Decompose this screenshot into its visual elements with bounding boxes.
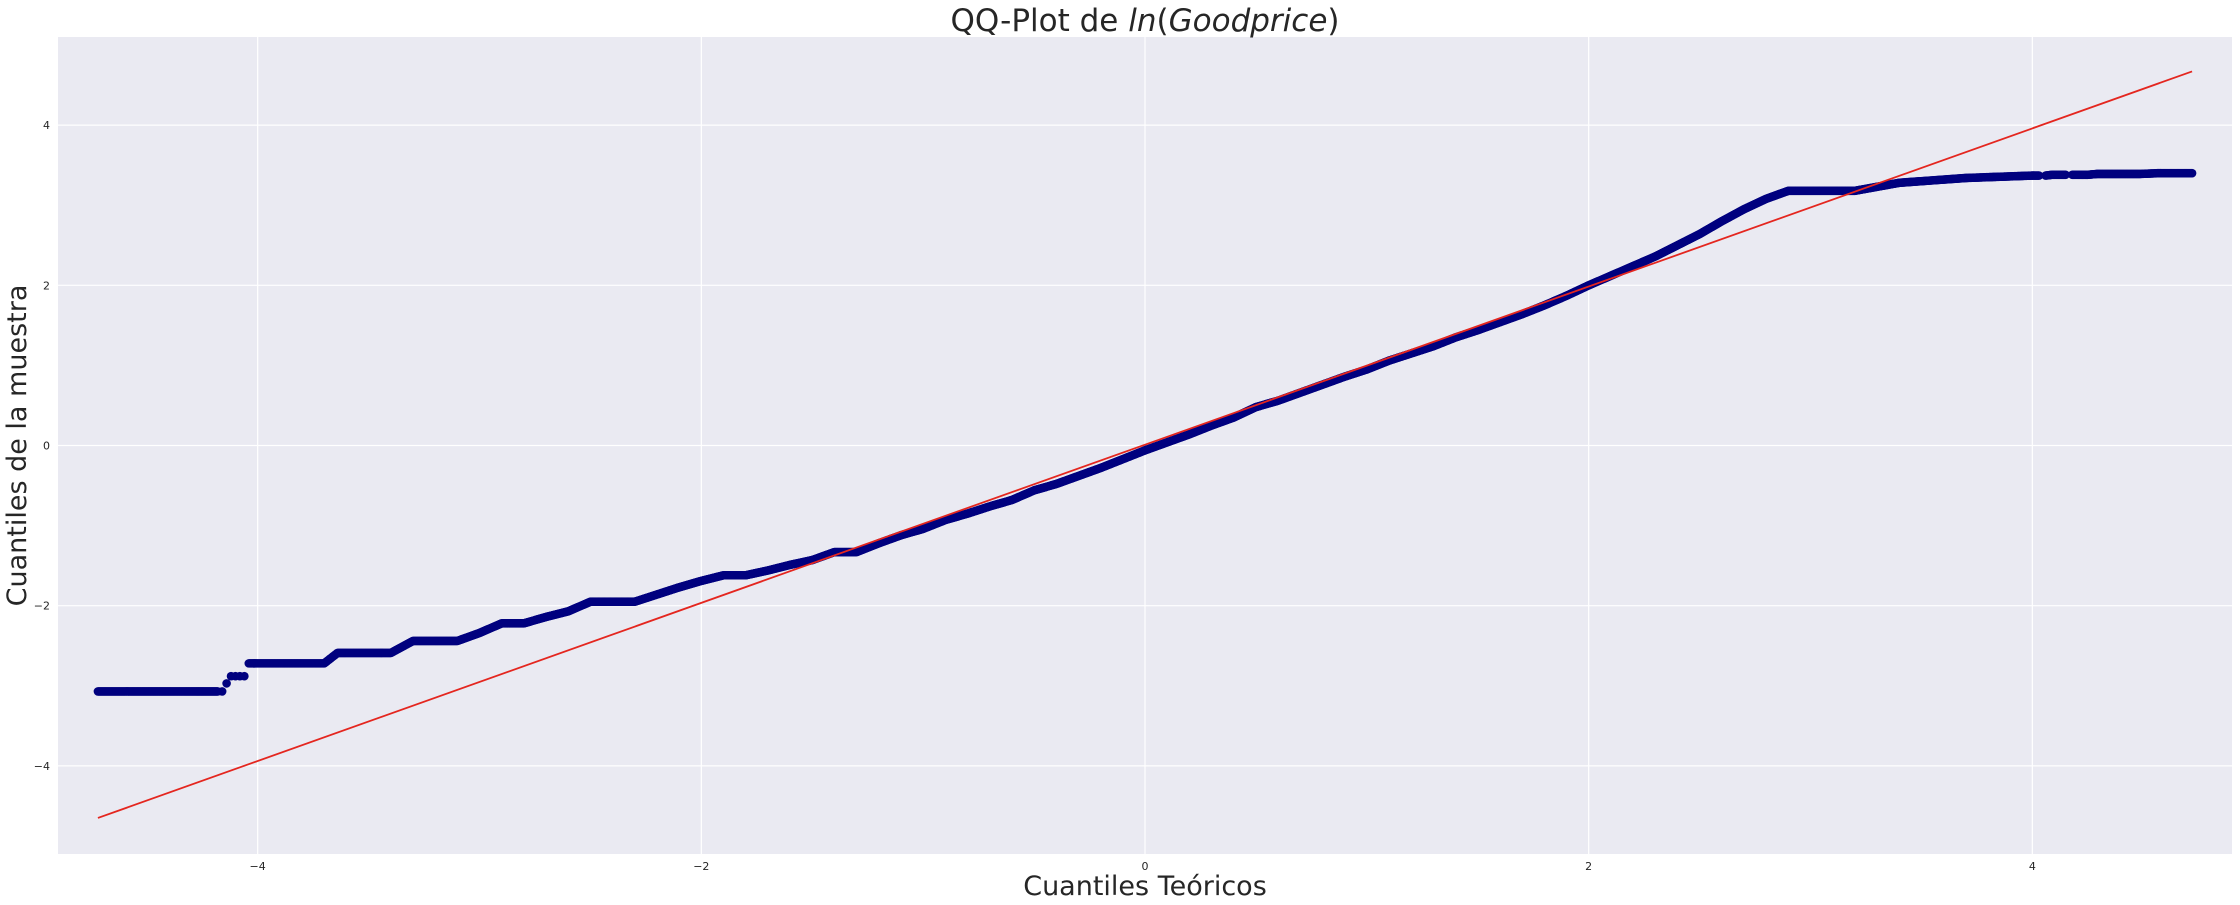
- y-tick-label: 2: [43, 279, 50, 292]
- y-tick-label: −4: [34, 760, 50, 773]
- x-tick-label: 0: [1142, 860, 1149, 873]
- chart-title-close-paren: ): [1327, 3, 1339, 39]
- data-point: [212, 687, 222, 696]
- y-tick-label: −2: [34, 600, 50, 613]
- chart-title-arg: Goodprice: [1169, 3, 1328, 39]
- y-tick-label: 0: [43, 440, 50, 453]
- chart-title-func: ln: [1128, 3, 1156, 39]
- x-tick-label: −4: [250, 860, 266, 873]
- data-point: [2033, 171, 2043, 180]
- data-point: [240, 671, 249, 681]
- data-point: [2060, 170, 2070, 180]
- data-point: [2186, 168, 2196, 178]
- y-tick-label: 4: [43, 119, 50, 132]
- data-point: [222, 679, 231, 688]
- x-tick-label: −2: [693, 860, 709, 873]
- chart-title-prefix: QQ-Plot de: [950, 3, 1128, 39]
- x-tick-label: 2: [1585, 860, 1592, 873]
- chart-title: QQ-Plot de ln(Goodprice): [950, 3, 1339, 39]
- sample-quantile-points: [93, 168, 2197, 696]
- y-axis-label: Cuantiles de la muestra: [2, 285, 33, 607]
- chart-title-open-paren: (: [1157, 3, 1169, 39]
- x-tick-label: 4: [2029, 860, 2036, 873]
- reference-line: [97, 70, 2193, 819]
- x-axis-label: Cuantiles Teóricos: [1023, 871, 1267, 902]
- tick-labels: −4 −2 0 2 4 −4 −2 0 2 4: [34, 119, 2036, 873]
